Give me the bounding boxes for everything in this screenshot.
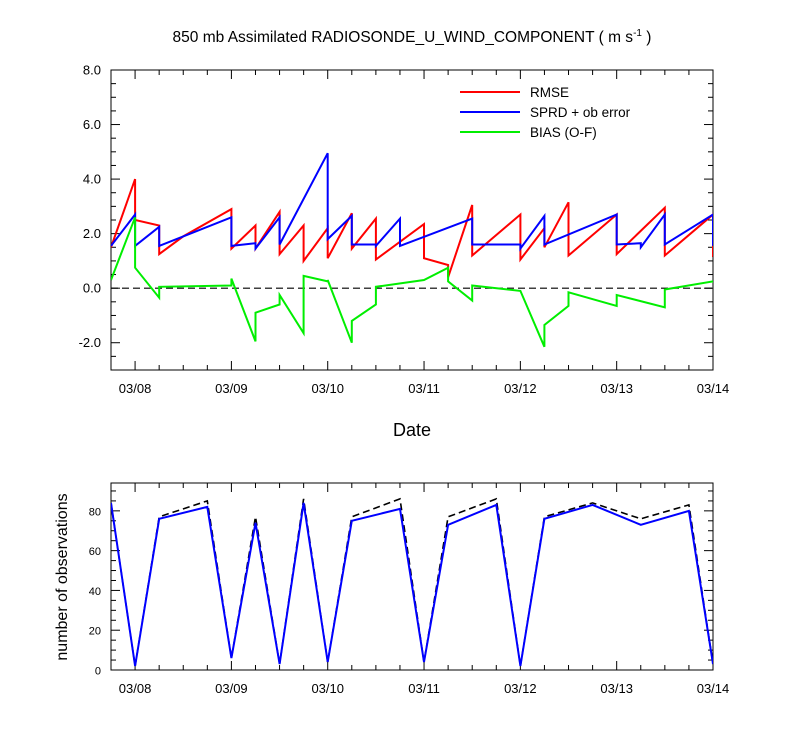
legend-label: BIAS (O-F) [530, 125, 597, 140]
y-tick-label: 6.0 [83, 117, 101, 132]
chart-title-main: 850 mb Assimilated RADIOSONDE_U_WIND_COM… [173, 29, 634, 46]
bottom-chart: 03/08 03/09 03/10 03/11 03/12 03/13 03/14 0 20 40… [89, 482, 730, 696]
chart-title-end: ) [642, 29, 651, 46]
y-tick-label: 20 [89, 626, 101, 638]
legend: RMSE SPRD + ob error BIAS (O-F) [460, 85, 631, 140]
x-tick-label: 03/14 [697, 681, 730, 696]
x-tick-label: 03/11 [408, 381, 440, 396]
x-tick-label: 03/13 [600, 381, 633, 396]
x-tick-label: 03/10 [311, 681, 344, 696]
y-tick-label: 0.0 [83, 281, 101, 296]
x-tick-label: 03/08 [119, 681, 152, 696]
legend-label: SPRD + ob error [530, 105, 631, 120]
x-tick-label: 03/10 [311, 381, 344, 396]
x-tick-label: 03/14 [697, 381, 730, 396]
x-tick-label: 03/12 [504, 681, 537, 696]
series-line-solid [111, 502, 713, 667]
y-tick-label: 0 [95, 666, 101, 678]
chart-title-superscript: -1 [633, 28, 642, 39]
x-tick-label: 03/11 [408, 681, 440, 696]
x-tick-label: 03/08 [119, 381, 152, 396]
legend-label: RMSE [530, 85, 569, 100]
plot-frame [110, 482, 714, 671]
chart-title: 850 mb Assimilated RADIOSONDE_U_WIND_COM… [173, 28, 652, 46]
x-tick-label: 03/12 [504, 381, 537, 396]
y-tick-label: 8.0 [83, 63, 101, 78]
x-axis-label: Date [393, 420, 431, 440]
y-tick-label: 4.0 [83, 172, 101, 187]
y-tick-label: 60 [89, 546, 101, 558]
y-tick-label: -2.0 [79, 335, 101, 350]
series-line-sprd-ob-error [111, 152, 713, 252]
x-tick-label: 03/09 [215, 681, 248, 696]
series-line-rmse [111, 178, 713, 278]
x-tick-label: 03/09 [215, 381, 248, 396]
y-axis-label-observations: number of observations [54, 493, 71, 660]
top-chart: 03/08 03/09 03/10 03/11 03/12 03/13 03/14 -2.0 0… [79, 63, 730, 397]
y-tick-label: 40 [89, 586, 101, 598]
x-tick-label: 03/13 [600, 681, 633, 696]
series-line-bias-o-f- [111, 216, 713, 348]
y-tick-label: 80 [89, 506, 101, 518]
y-tick-label: 2.0 [83, 226, 101, 241]
